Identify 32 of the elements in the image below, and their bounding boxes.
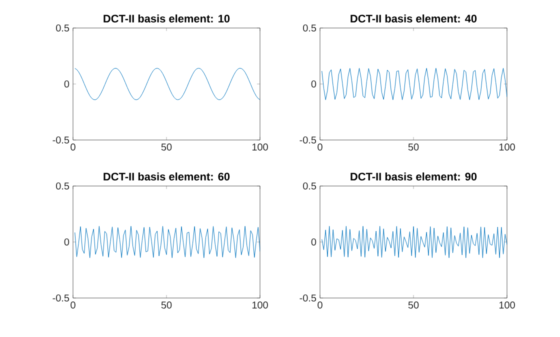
x-tick-label: 50 <box>161 302 172 309</box>
y-tick-label: -0.5 <box>300 294 316 302</box>
y-tick-label: 0 <box>64 238 70 246</box>
x-tick-label: 100 <box>499 302 515 309</box>
y-tick-label: 0.5 <box>303 24 316 32</box>
x-tick-label: 50 <box>161 144 172 151</box>
y-tick-label: 0.5 <box>56 182 70 190</box>
x-tick-label: 0 <box>318 144 322 151</box>
line-series <box>322 226 508 258</box>
line-series <box>74 68 260 100</box>
chart-title: DCT-II basis element: 10 <box>104 14 230 23</box>
y-tick-label: 0 <box>311 238 316 246</box>
chart-title: DCT-II basis element: 40 <box>350 14 477 23</box>
y-tick-label: 0 <box>311 80 316 88</box>
x-tick-label: 0 <box>70 302 76 309</box>
y-tick-label: -0.5 <box>300 136 316 144</box>
x-tick-label: 50 <box>408 302 419 309</box>
chart-title: DCT-II basis element: 90 <box>350 172 477 181</box>
y-tick-label: 0.5 <box>56 24 70 32</box>
line-series <box>74 226 260 258</box>
x-tick-label: 50 <box>408 144 419 151</box>
x-tick-label: 0 <box>318 302 322 309</box>
line-series <box>322 68 508 100</box>
x-tick-label: 100 <box>252 302 268 309</box>
x-tick-label: 100 <box>499 144 515 151</box>
y-tick-label: 0 <box>64 80 70 88</box>
y-tick-label: 0.5 <box>303 182 316 190</box>
y-tick-label: -0.5 <box>52 294 70 302</box>
x-tick-label: 0 <box>70 144 76 151</box>
y-tick-label: -0.5 <box>52 136 70 144</box>
x-tick-label: 100 <box>252 144 268 151</box>
chart-title: DCT-II basis element: 60 <box>104 172 230 181</box>
